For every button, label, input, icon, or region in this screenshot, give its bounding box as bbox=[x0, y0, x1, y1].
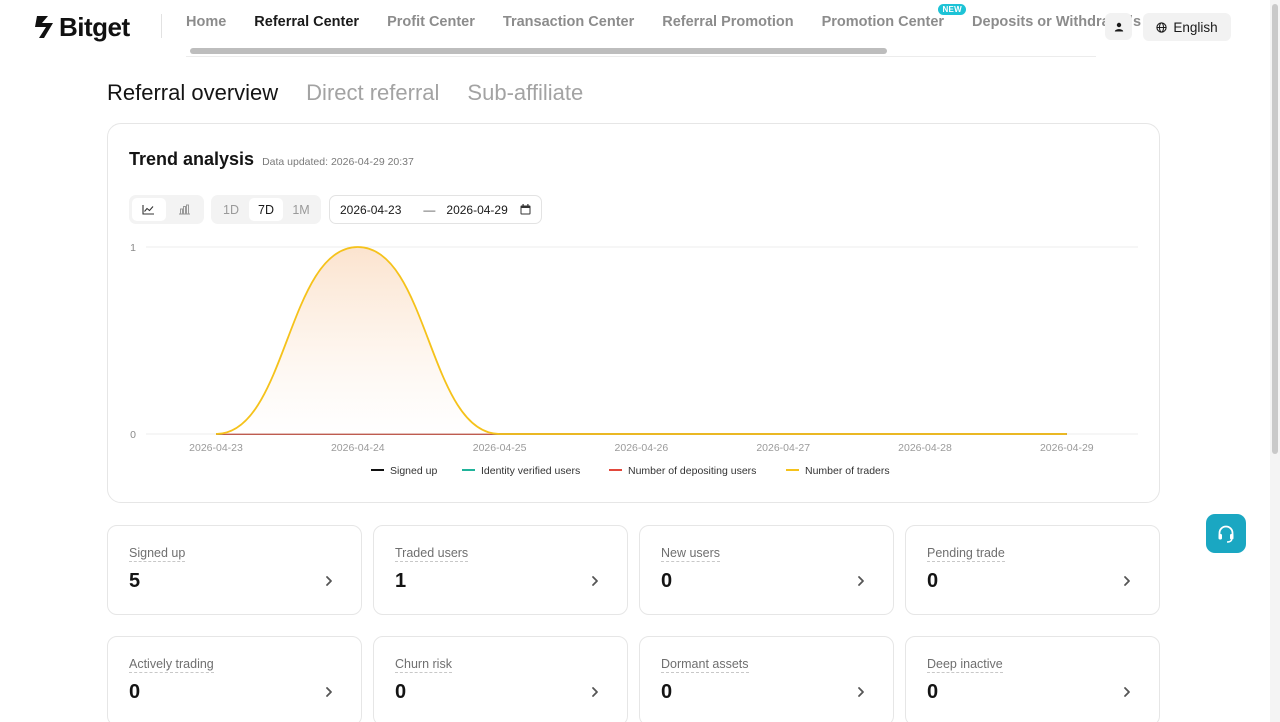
trend-header: Trend analysis Data updated: 2026-04-29 … bbox=[129, 149, 414, 170]
nav-scrollbar-thumb[interactable] bbox=[190, 48, 887, 54]
y-tick-label: 0 bbox=[130, 429, 136, 441]
stat-value: 0 bbox=[927, 570, 939, 592]
line-chart-button[interactable] bbox=[132, 198, 166, 221]
period-1m-button[interactable]: 1M bbox=[292, 202, 310, 217]
period-7d-button[interactable]: 7D bbox=[249, 198, 283, 221]
nav-item-profit-center[interactable]: Profit Center bbox=[387, 14, 475, 30]
new-badge: NEW bbox=[938, 4, 967, 15]
bar-chart-icon bbox=[178, 204, 190, 215]
stat-card-churn-risk[interactable]: Churn risk 0 bbox=[373, 636, 628, 722]
customer-support-button[interactable] bbox=[1206, 514, 1246, 553]
y-tick-label: 1 bbox=[130, 242, 136, 254]
legend-label-signed-up: Signed up bbox=[390, 465, 437, 477]
date-range-picker[interactable]: 2026-04-23 — 2026-04-29 bbox=[329, 195, 542, 224]
stat-label: Deep inactive bbox=[927, 657, 1003, 673]
nav-item-home[interactable]: Home bbox=[186, 14, 227, 30]
stat-value: 0 bbox=[129, 681, 141, 703]
nav-scrollbar[interactable] bbox=[186, 45, 1096, 57]
stat-card-actively-trading[interactable]: Actively trading 0 bbox=[107, 636, 362, 722]
chart-type-toggle bbox=[129, 195, 204, 224]
tab-sub-affiliate[interactable]: Sub-affiliate bbox=[467, 80, 584, 105]
nav-item-transaction-center[interactable]: Transaction Center bbox=[502, 14, 635, 30]
chevron-right-icon bbox=[1124, 576, 1130, 586]
calendar-icon[interactable] bbox=[520, 204, 531, 215]
stat-value: 1 bbox=[395, 570, 407, 592]
nav-menu: Home Referral Center Profit Center Trans… bbox=[186, 0, 1169, 44]
brand-name: Bitget bbox=[59, 11, 130, 42]
series-area-number-of-traders bbox=[216, 247, 1067, 434]
chevron-right-icon bbox=[326, 687, 332, 697]
bitget-logo[interactable]: Bitget bbox=[35, 12, 130, 42]
language-button[interactable]: English bbox=[1143, 13, 1231, 41]
series-line-number-of-traders bbox=[215, 246, 1067, 435]
chevron-right-icon bbox=[858, 687, 864, 697]
line-chart-icon bbox=[142, 205, 155, 215]
tab-direct-referral[interactable]: Direct referral bbox=[306, 80, 440, 105]
user-button[interactable] bbox=[1105, 13, 1132, 40]
nav-divider bbox=[161, 14, 162, 38]
chevron-right-icon bbox=[326, 576, 332, 586]
stat-label: New users bbox=[661, 546, 721, 562]
stat-value: 0 bbox=[661, 681, 673, 703]
data-updated-label: Data updated: 2026-04-29 20:37 bbox=[262, 156, 414, 168]
x-tick-label: 2026-04-25 bbox=[473, 442, 527, 454]
language-label: English bbox=[1173, 19, 1218, 35]
tab-referral-overview[interactable]: Referral overview bbox=[107, 80, 279, 105]
trend-analysis-card: Trend analysis Data updated: 2026-04-29 … bbox=[107, 123, 1160, 503]
period-toggle: 1D 7D 1M bbox=[211, 195, 321, 224]
x-tick-label: 2026-04-24 bbox=[331, 442, 385, 454]
chevron-right-icon bbox=[858, 576, 864, 586]
stat-label: Churn risk bbox=[395, 657, 452, 673]
stat-card-dormant-assets[interactable]: Dormant assets 0 bbox=[639, 636, 894, 722]
x-tick-label: 2026-04-29 bbox=[1040, 442, 1094, 454]
stat-label: Signed up bbox=[129, 546, 186, 562]
stat-value: 5 bbox=[129, 570, 141, 592]
headset-icon bbox=[1218, 525, 1234, 543]
bitget-logo-mark-icon bbox=[35, 16, 53, 38]
page-scrollbar-thumb[interactable] bbox=[1272, 4, 1278, 454]
user-icon bbox=[1114, 22, 1123, 31]
nav-item-deposits-withdrawals[interactable]: Deposits or Withdrawals bbox=[972, 14, 1142, 30]
legend-label-identity-verified-users: Identity verified users bbox=[481, 465, 580, 477]
x-tick-label: 2026-04-26 bbox=[615, 442, 669, 454]
legend-label-number-of-traders: Number of traders bbox=[805, 465, 890, 477]
nav-item-referral-center[interactable]: Referral Center bbox=[254, 14, 360, 30]
chevron-right-icon bbox=[592, 687, 598, 697]
stat-card-new-users[interactable]: New users 0 bbox=[639, 525, 894, 615]
chevron-right-icon bbox=[1124, 687, 1130, 697]
stat-value: 0 bbox=[661, 570, 673, 592]
trend-title: Trend analysis bbox=[129, 149, 255, 169]
section-tabs: Referral overview Direct referral Sub-af… bbox=[107, 80, 583, 106]
stat-card-traded-users[interactable]: Traded users 1 bbox=[373, 525, 628, 615]
x-tick-label: 2026-04-27 bbox=[756, 442, 810, 454]
top-navigation: Bitget Home Referral Center Profit Cente… bbox=[0, 0, 1270, 60]
chevron-right-icon bbox=[592, 576, 598, 586]
page-scrollbar[interactable] bbox=[1270, 0, 1280, 722]
stat-value: 0 bbox=[927, 681, 939, 703]
stat-card-deep-inactive[interactable]: Deep inactive 0 bbox=[905, 636, 1160, 722]
stat-value: 0 bbox=[395, 681, 407, 703]
date-range-end[interactable]: 2026-04-29 bbox=[446, 202, 508, 217]
trend-chart: 0 1 2026-04-23 2026-04-24 2026-04-25 2026-04-… bbox=[130, 242, 1138, 477]
stat-card-signed-up[interactable]: Signed up 5 bbox=[107, 525, 362, 615]
nav-item-referral-promotion[interactable]: Referral Promotion bbox=[662, 14, 794, 30]
bar-chart-button[interactable] bbox=[168, 198, 202, 221]
stat-label: Pending trade bbox=[927, 546, 1005, 562]
data-updated-prefix: Data updated: bbox=[262, 156, 329, 168]
stat-label: Dormant assets bbox=[661, 657, 749, 673]
nav-item-promotion-center-label: Promotion Center bbox=[821, 14, 945, 30]
data-updated-time: 2026-04-29 20:37 bbox=[330, 156, 414, 168]
stat-label: Actively trading bbox=[129, 657, 214, 673]
x-tick-label: 2026-04-28 bbox=[898, 442, 952, 454]
period-1d-button[interactable]: 1D bbox=[223, 202, 239, 217]
x-tick-label: 2026-04-23 bbox=[189, 442, 243, 454]
globe-icon bbox=[1156, 21, 1167, 33]
date-range-start[interactable]: 2026-04-23 bbox=[340, 202, 402, 217]
stat-label: Traded users bbox=[395, 546, 469, 562]
stat-card-pending-trade[interactable]: Pending trade 0 bbox=[905, 525, 1160, 615]
legend-label-number-of-depositing-users: Number of depositing users bbox=[628, 465, 756, 477]
nav-item-promotion-center[interactable]: Promotion Center NEW bbox=[821, 4, 967, 30]
date-range-separator: — bbox=[423, 202, 436, 217]
